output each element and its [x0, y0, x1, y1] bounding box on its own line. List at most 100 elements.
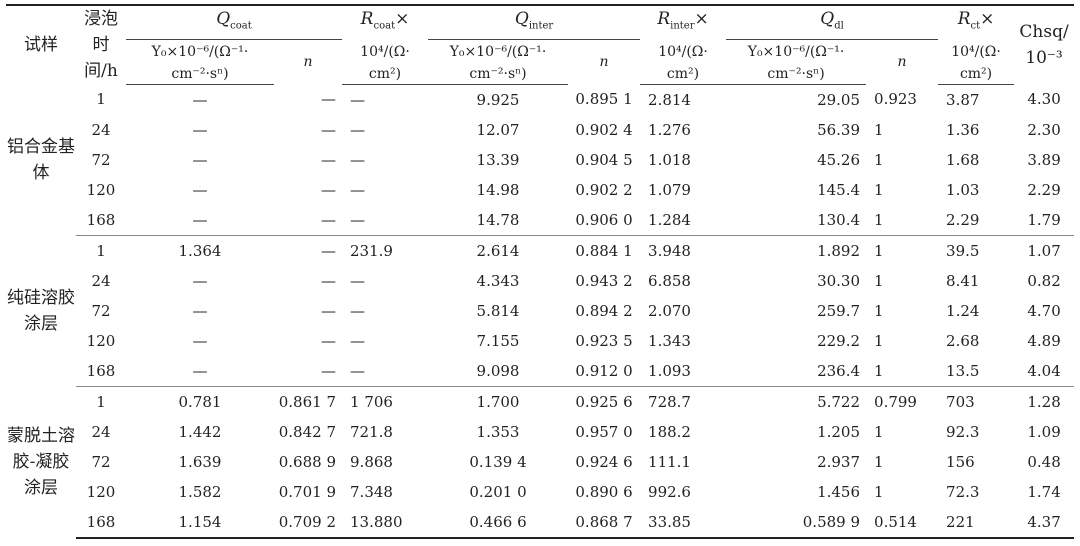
cell-chsq: 1.79: [1014, 204, 1075, 236]
cell-q-dl-n: 0.799: [874, 392, 917, 411]
group-montmorillonite-coating: 蒙脱土溶胶-凝胶涂层 1 0.781 0.861 7 1 706 1.700 0.925 6…: [6, 386, 1075, 539]
cell-q-inter-y0: 1.353: [476, 422, 520, 441]
cell-q-dl-y0: 29.05: [817, 90, 861, 109]
cell-q-inter-y0: 1.700: [476, 392, 520, 411]
cell-r-coat: —: [350, 120, 366, 139]
cell-time: 72: [91, 301, 111, 320]
cell-q-dl-n: 1: [874, 150, 884, 169]
cell-r-ct: 703: [946, 392, 975, 411]
cell-q-coat-y0: 1.639: [178, 452, 222, 471]
cell-q-coat-y0: 1.154: [126, 506, 274, 539]
cell-q-dl-y0: 56.39: [817, 120, 861, 139]
header-q-dl-unit-1: Y₀×10⁻⁶/(Ω⁻¹·: [747, 43, 845, 60]
cell-q-inter-y0: 0.139 4: [469, 452, 527, 471]
cell-r-inter: 992.6: [648, 482, 691, 501]
cell-q-coat-n: —: [321, 120, 337, 139]
cell-q-coat-n: —: [274, 355, 343, 387]
cell-q-coat-y0: —: [126, 355, 274, 387]
cell-q-dl-n: 1: [874, 271, 884, 290]
cell-q-inter-n: 0.868 7: [568, 506, 641, 539]
group-label: 蒙脱土溶胶-凝胶涂层: [7, 425, 75, 498]
header-r-inter: Rinter×: [640, 4, 727, 40]
header-q-coat: Qcoat: [126, 4, 343, 41]
cell-r-coat: —: [350, 180, 366, 199]
cell-chsq: 0.82: [1027, 271, 1061, 290]
cell-q-inter-y0: 7.155: [476, 331, 520, 350]
header-r-coat: Rcoat×: [342, 4, 429, 40]
cell-r-coat: 9.868: [350, 452, 393, 471]
cell-q-dl-y0: 0.589 9: [726, 506, 867, 539]
cell-chsq: 4.37: [1014, 506, 1075, 539]
cell-r-inter: 2.070: [648, 301, 691, 320]
cell-q-inter-y0: 0.466 6: [428, 506, 569, 539]
cell-q-coat-y0: —: [192, 150, 208, 169]
cell-chsq: 4.04: [1014, 355, 1075, 387]
header-r-inter-unit-1: 10⁴/(Ω·: [658, 43, 708, 60]
table-row: 24 1.442 0.842 7 721.8 1.353 0.957 0 188.2 1.20…: [6, 417, 1074, 447]
table-row: 168— — —14.78 0.906 0 1.284 130.4 1 2.29 1.79: [6, 204, 1075, 236]
table-row: 24 — — — 4.343 0.943 2 6.858 30.30 1 8.41 0.82: [6, 266, 1074, 296]
cell-q-dl-n: 1: [874, 331, 884, 350]
cell-q-coat-y0: 1.442: [178, 422, 222, 441]
cell-r-ct: 1.36: [946, 120, 980, 139]
cell-r-coat: 231.9: [350, 241, 393, 260]
cell-time: 24: [91, 120, 111, 139]
cell-q-inter-y0: 4.343: [476, 271, 520, 290]
cell-r-coat: 721.8: [350, 422, 393, 441]
cell-q-coat-y0: —: [192, 90, 208, 109]
header-q-coat-n: n: [303, 54, 313, 71]
cell-time: 1: [96, 90, 106, 109]
cell-r-inter: 1.343: [648, 331, 691, 350]
cell-r-ct: 39.5: [946, 241, 980, 260]
cell-time: 120: [86, 331, 116, 350]
eis-fit-table: 试样 浸泡时间/h Qcoat Rcoat× Qinter Rinter× Qd…: [6, 4, 1075, 539]
cell-q-dl-n: 1: [866, 204, 939, 236]
cell-q-inter-y0: 9.098: [428, 355, 569, 387]
cell-q-inter-n: 0.884 1: [575, 241, 633, 260]
cell-time: 72: [91, 452, 111, 471]
header-q-coat-unit-1: Y₀×10⁻⁶/(Ω⁻¹·: [151, 43, 249, 60]
header-q-dl-unit-2: cm⁻²·sⁿ): [726, 63, 867, 85]
table-row: 纯硅溶胶涂层 1 1.364 — 231.9 2.614 0.884 1 3.948 1.892…: [6, 235, 1074, 334]
cell-q-coat-n: —: [321, 271, 337, 290]
cell-r-ct: 2.68: [946, 331, 980, 350]
cell-r-ct: 1.24: [946, 301, 980, 320]
cell-r-coat: —: [350, 331, 366, 350]
cell-r-ct: 72.3: [946, 482, 980, 501]
cell-q-inter-n: 0.924 6: [575, 452, 633, 471]
cell-q-dl-n: 1: [866, 355, 939, 387]
cell-q-coat-n: —: [321, 150, 337, 169]
header-r-ct-unit-1: 10⁴/(Ω·: [951, 43, 1001, 60]
cell-q-inter-n: 0.894 2: [575, 301, 633, 320]
cell-time: 168: [76, 204, 126, 236]
cell-q-coat-y0: 1.364: [178, 241, 222, 260]
cell-q-inter-y0: 13.39: [476, 150, 520, 169]
cell-q-dl-y0: 1.892: [817, 241, 861, 260]
cell-chsq: 1.07: [1027, 241, 1061, 260]
cell-r-inter: 33.85: [640, 506, 727, 539]
cell-chsq: 4.30: [1027, 90, 1061, 109]
cell-q-coat-y0: —: [192, 301, 208, 320]
cell-chsq: 1.28: [1027, 392, 1061, 411]
header-r-ct-unit-2: cm²): [938, 63, 1015, 85]
cell-time: 120: [86, 482, 116, 501]
cell-time: 1: [96, 392, 106, 411]
cell-r-ct: 3.87: [946, 90, 980, 109]
table-row: 铝合金基体 1 — — — 9.925 0.895 1 2.814 29.05 0.923 3.87…: [6, 84, 1074, 182]
cell-q-coat-n: —: [321, 241, 337, 260]
cell-time: 120: [86, 180, 116, 199]
table-row: 72 1.639 0.688 9 9.868 0.139 4 0.924 6 111.1 2.…: [6, 447, 1074, 477]
header-r-coat-unit-1: 10⁴/(Ω·: [360, 43, 410, 60]
cell-q-inter-y0: 14.98: [476, 180, 520, 199]
cell-r-inter: 188.2: [648, 422, 691, 441]
cell-q-dl-n: 0.514: [866, 506, 939, 539]
cell-q-dl-y0: 2.937: [817, 452, 861, 471]
cell-q-inter-y0: 2.614: [476, 241, 520, 260]
cell-q-coat-n: —: [321, 331, 337, 350]
cell-q-dl-y0: 1.205: [817, 422, 861, 441]
cell-r-inter: 1.284: [640, 204, 727, 236]
group-silica-sol-coating: 纯硅溶胶涂层 1 1.364 — 231.9 2.614 0.884 1 3.948 1.892…: [6, 235, 1075, 387]
cell-chsq: 4.89: [1027, 331, 1061, 350]
cell-q-inter-n: 0.902 2: [575, 180, 633, 199]
